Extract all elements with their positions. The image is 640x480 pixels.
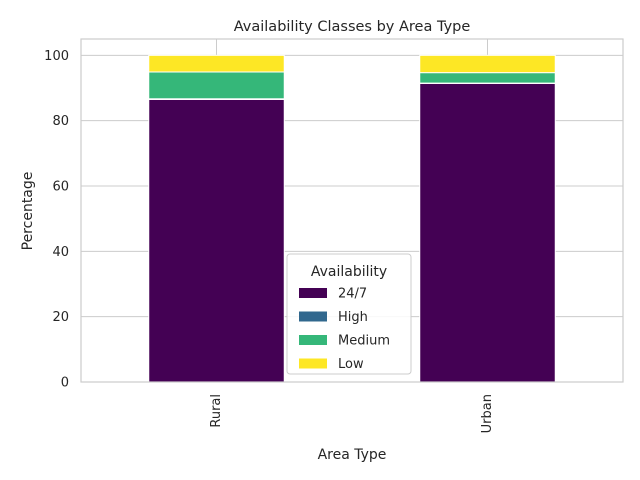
y-tick-labels: 0 20 40 60 80 100	[44, 49, 69, 391]
y-tick-label: 20	[52, 310, 69, 325]
legend-swatch	[299, 311, 327, 322]
y-tick-label: 40	[52, 245, 69, 260]
legend-title: Availability	[311, 264, 387, 280]
chart-title: Availability Classes by Area Type	[234, 19, 471, 35]
legend-label: High	[338, 310, 368, 325]
y-tick-label: 80	[52, 114, 69, 129]
bar-rural-medium	[148, 71, 285, 100]
legend-swatch	[299, 335, 327, 345]
legend-items: 24/7 High Medium Low	[299, 287, 390, 372]
y-tick-label: 0	[61, 376, 69, 391]
y-tick-label: 100	[44, 49, 69, 64]
bar-urban-24-7	[419, 82, 556, 383]
x-axis-label: Area Type	[318, 447, 387, 463]
legend-label: 24/7	[338, 287, 367, 302]
y-tick-label: 60	[52, 180, 69, 195]
legend-label: Medium	[338, 334, 390, 349]
x-tick-label: Urban	[480, 394, 495, 433]
bar-urban-low	[419, 54, 556, 74]
x-tick-label: Rural	[209, 394, 224, 428]
legend-swatch	[299, 358, 327, 369]
bar-rural-low	[148, 54, 285, 73]
legend-swatch	[299, 288, 327, 298]
x-tick-labels: Rural Urban	[209, 394, 495, 433]
legend-label: Low	[338, 357, 364, 372]
y-axis-label: Percentage	[20, 172, 36, 251]
bar-urban-medium	[419, 72, 556, 84]
plot-frame	[80, 38, 624, 383]
bar-rural-24-7	[148, 98, 285, 383]
bars-layer	[148, 54, 556, 383]
legend: Availability 24/7 High Medium Low	[286, 253, 412, 375]
